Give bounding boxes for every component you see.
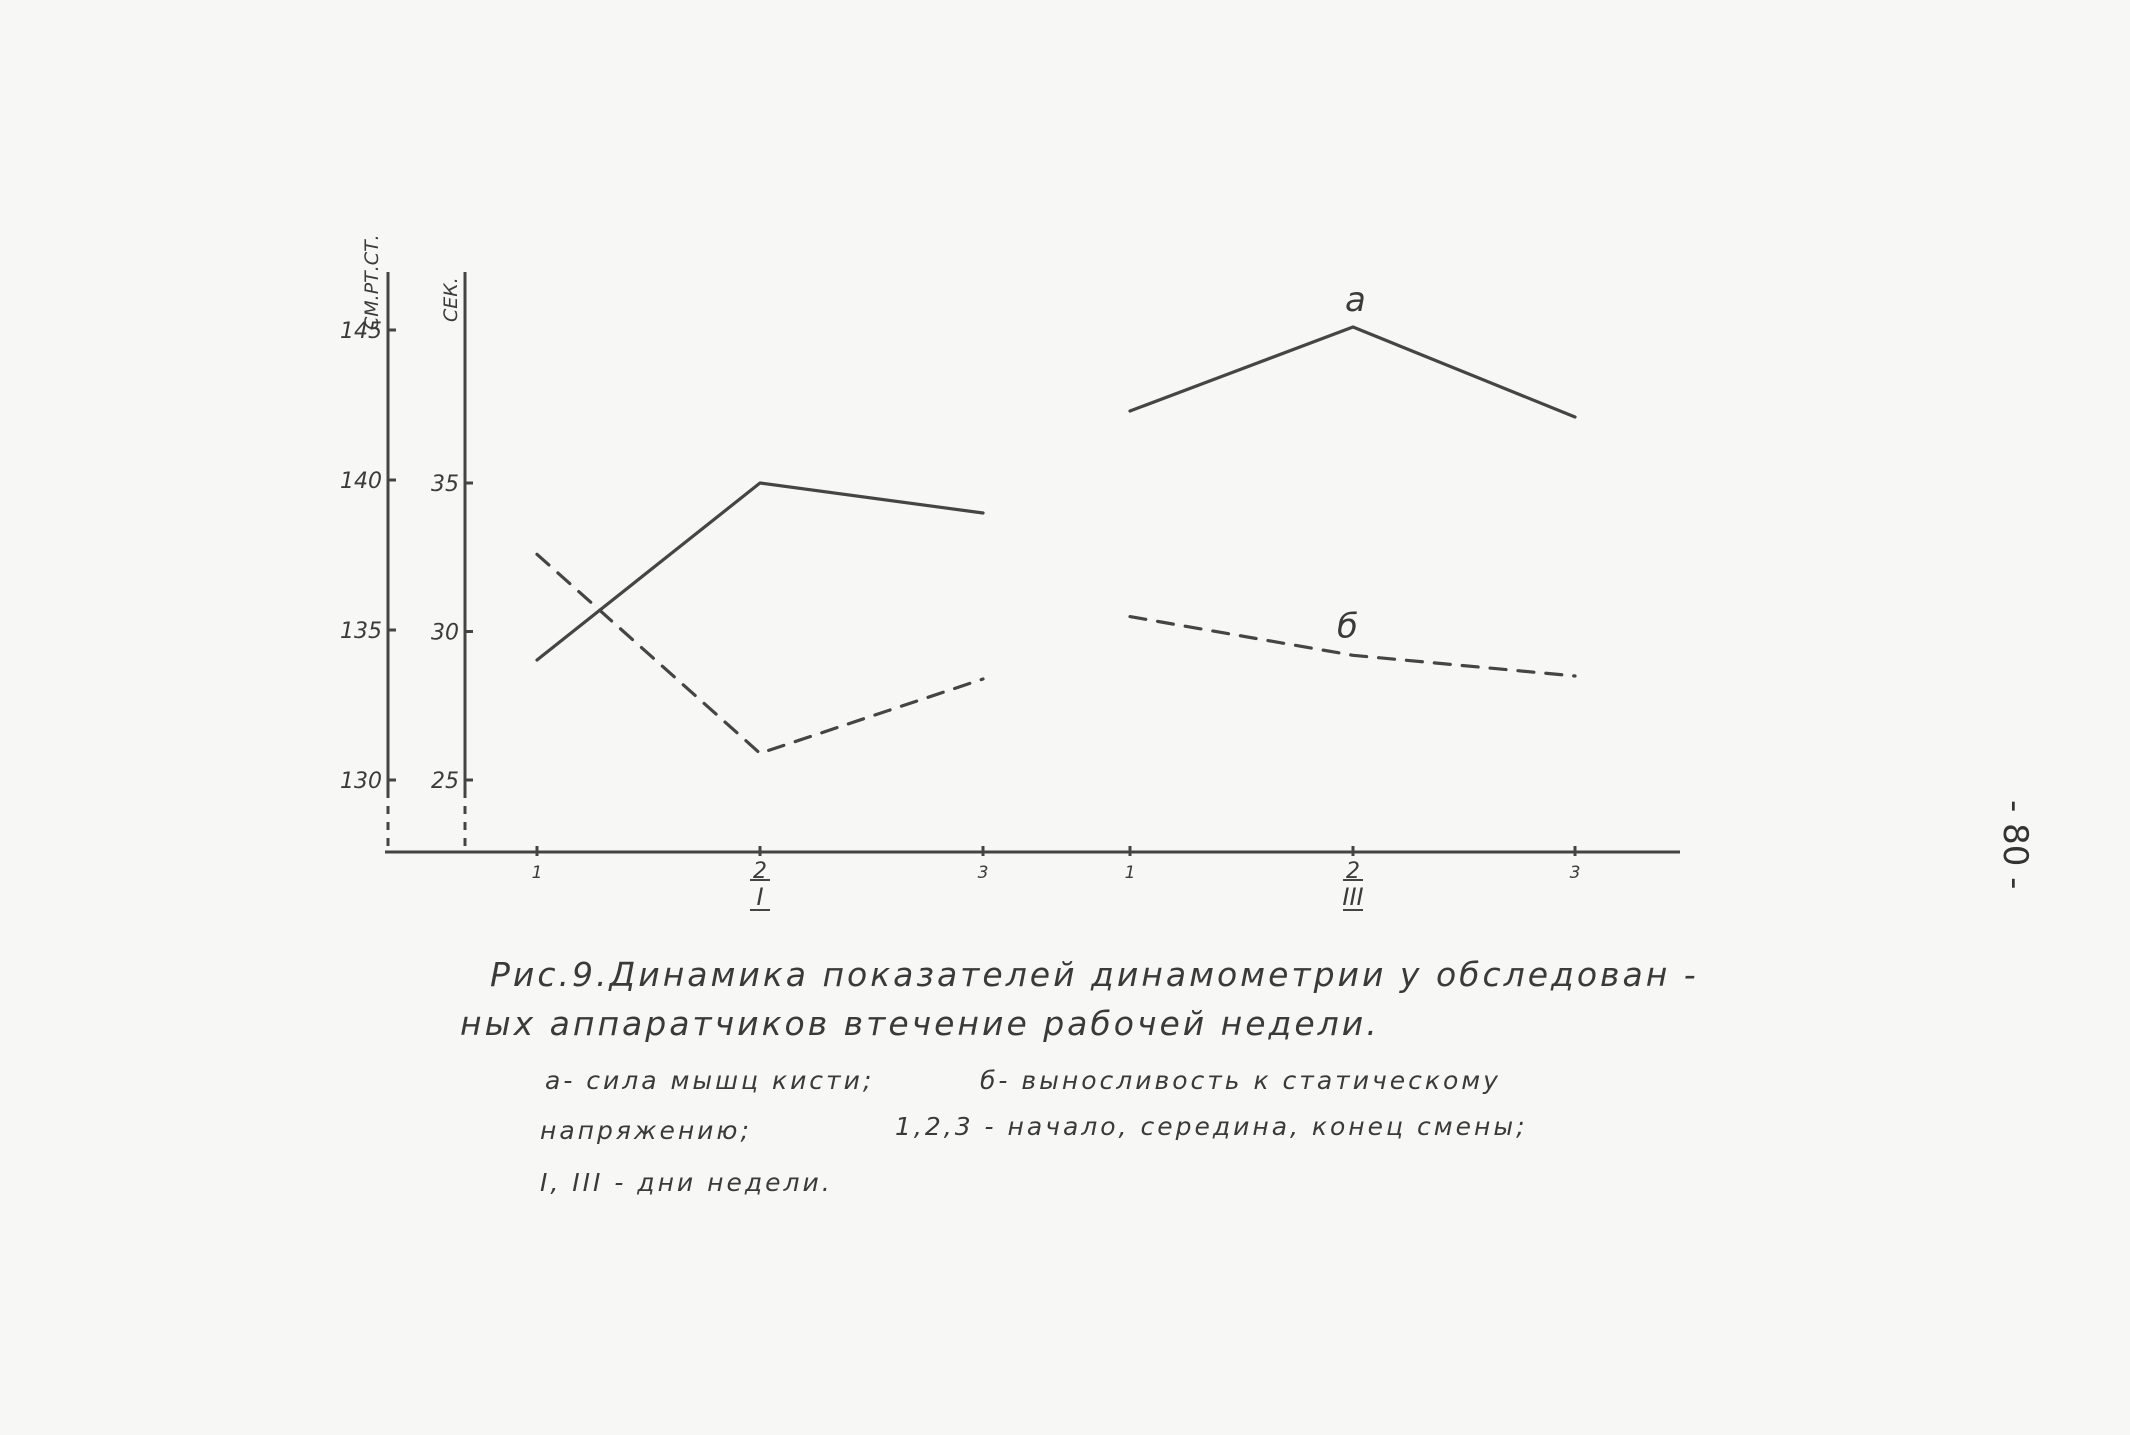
left-axis-unit-label: СМ.РТ.СТ. [361,234,383,330]
series-b-label: б [1337,606,1358,646]
series-b-line [1128,614,1577,678]
left-axis-tick-label: 135 [340,619,382,644]
right-axis-tick-label: 25 [431,769,459,794]
left-axis-tick-label: 140 [340,469,382,494]
x-axis-tick-label: 1 [1125,863,1136,883]
series-labels: аб [1337,280,1366,646]
left-axis-tick-label: 130 [340,769,382,794]
x-axis-tick-label: 2 [753,859,767,884]
left-axis-ticks: 145 140 135 130 [340,319,396,794]
right-axis-tick-label: 35 [431,472,459,497]
series-a-line [535,481,985,662]
x-axis-tick-label: 1 [532,863,543,883]
day-label: I [756,883,763,911]
series-a-label: а [1345,280,1366,320]
x-axis-tick-label: 3 [1570,863,1581,883]
page-number: - 80 - [1995,800,2035,890]
right-axis-unit-label: СЕК. [440,277,462,322]
x-axis-tick-label: 2 [1346,859,1360,884]
day-label: III [1342,883,1363,911]
series-a-line [1128,325,1577,419]
series-layer [535,325,1577,755]
day-labels: I III [750,879,1364,911]
left-axis-tick-label: 145 [340,319,382,344]
right-axis-ticks: 35 30 25 [431,472,473,794]
x-axis-tick-label: 3 [978,863,989,883]
right-axis-tick-label: 30 [431,621,459,646]
series-b-line [535,552,985,755]
x-axis-ticks: 1 2 3 1 2 3 [532,846,1581,884]
axes [385,272,1680,854]
